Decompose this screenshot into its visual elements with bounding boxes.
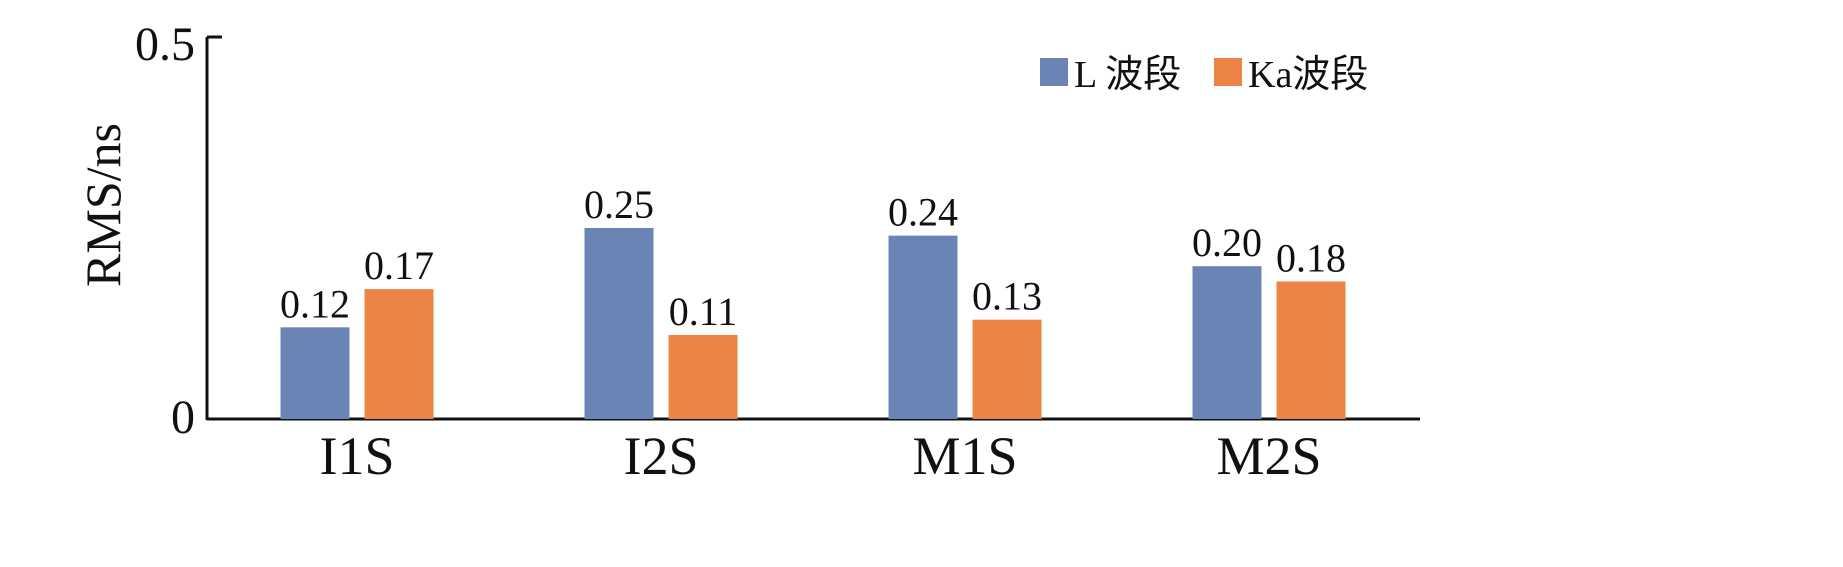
bar-i1s-series-1 <box>280 327 350 419</box>
category-labels: I1S I2S M1S M2S <box>319 426 1321 486</box>
x-tick-label-i2s: I2S <box>623 426 698 486</box>
y-tick-label-min: 0 <box>171 391 195 444</box>
legend: L 波段 Ka波段 <box>1040 54 1368 96</box>
x-tick-label-m1s: M1S <box>912 426 1017 486</box>
data-label-m1s-series-1: 0.24 <box>888 190 958 235</box>
data-label-i1s-series-1: 0.12 <box>280 281 350 326</box>
bar-m2s-series-1 <box>1192 266 1262 419</box>
bar-i2s-series-1 <box>584 228 654 419</box>
bar-m2s-series-2 <box>1276 281 1346 419</box>
data-label-i2s-series-1: 0.25 <box>584 182 654 227</box>
x-tick-label-m2s: M2S <box>1216 426 1321 486</box>
bar-m1s-series-2 <box>972 319 1042 419</box>
data-label-i1s-series-2: 0.17 <box>364 243 434 288</box>
bar-i1s-series-2 <box>364 289 434 419</box>
data-label-m2s-series-1: 0.20 <box>1192 220 1262 265</box>
legend-label-ka-band: Ka波段 <box>1248 54 1368 96</box>
legend-label-l-band: L 波段 <box>1074 54 1181 96</box>
bar-i2s-series-2 <box>668 334 738 419</box>
legend-swatch-l-band <box>1040 58 1068 86</box>
bar-m1s-series-1 <box>888 235 958 419</box>
legend-swatch-ka-band <box>1214 58 1242 86</box>
data-label-m1s-series-2: 0.13 <box>972 274 1042 319</box>
data-label-i2s-series-2: 0.11 <box>669 289 738 334</box>
data-label-m2s-series-2: 0.18 <box>1276 235 1346 280</box>
y-axis-label: RMS/ns <box>75 123 131 287</box>
x-tick-label-i1s: I1S <box>319 426 394 486</box>
y-tick-label-max: 0.5 <box>135 18 195 71</box>
bars-group: 0.12 0.17 0.25 0.11 0.24 0.13 0.20 0.18 <box>280 182 1346 419</box>
